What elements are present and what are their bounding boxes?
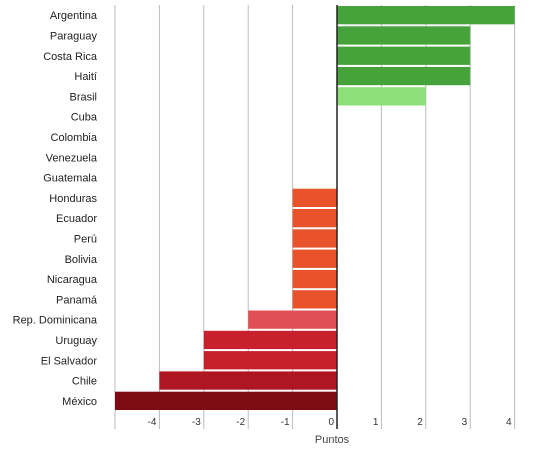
category-label: Cuba: [71, 112, 98, 124]
bar-ecuador: [292, 209, 337, 228]
bar-el-salvador: [203, 351, 337, 370]
x-tick-label: 0: [328, 417, 334, 428]
bar-haití: [337, 66, 471, 86]
category-label: El Salvador: [41, 355, 98, 367]
x-tick-label: 1: [373, 417, 379, 428]
category-label: Honduras: [49, 193, 97, 205]
x-tick-label: -3: [192, 417, 201, 428]
x-tick-labels: -4 -3 -2 -1 0 1 2 3 4: [147, 417, 512, 428]
x-tick-label: -1: [281, 417, 290, 428]
category-label: Argentina: [50, 10, 98, 22]
category-label: Ecuador: [56, 213, 97, 225]
bar-chile: [159, 371, 337, 390]
category-label: Panamá: [56, 294, 98, 306]
bar-costa-rica: [337, 46, 471, 65]
bar-bolivia: [292, 249, 337, 268]
bars: [115, 6, 515, 410]
bar-rep-dominicana: [248, 310, 337, 329]
x-tick-label: 3: [462, 417, 468, 428]
bar-argentina: [337, 6, 515, 25]
bar-paraguay: [337, 26, 471, 45]
bar-uruguay: [203, 330, 337, 350]
x-tick-label: -4: [147, 417, 156, 428]
category-label: Perú: [74, 233, 97, 245]
bar-perú: [292, 229, 337, 248]
category-label: Colombia: [51, 132, 98, 144]
x-tick-label: 2: [417, 417, 423, 428]
category-label: México: [62, 396, 97, 408]
x-axis-title: Puntos: [315, 434, 350, 446]
category-label: Paraguay: [50, 30, 98, 42]
bar-méxico: [115, 391, 337, 410]
category-label: Bolivia: [65, 254, 98, 266]
category-label: Brasil: [69, 91, 97, 103]
bar-honduras: [292, 188, 337, 207]
category-label: Chile: [72, 376, 97, 388]
bar-nicaragua: [292, 269, 337, 289]
bar-panamá: [292, 290, 337, 309]
category-label: Nicaragua: [47, 274, 98, 286]
bar-brasil: [337, 87, 426, 106]
category-label: Haití: [74, 71, 97, 83]
category-labels: Argentina Paraguay Costa Rica Haití Brasil Cu…: [13, 10, 98, 408]
x-tick-label: -2: [236, 417, 245, 428]
category-label: Costa Rica: [43, 51, 98, 63]
category-label: Rep. Dominicana: [13, 315, 98, 327]
category-label: Guatemala: [43, 173, 98, 185]
x-tick-label: 4: [506, 417, 512, 428]
category-label: Uruguay: [55, 335, 97, 347]
category-label: Venezuela: [46, 152, 98, 164]
